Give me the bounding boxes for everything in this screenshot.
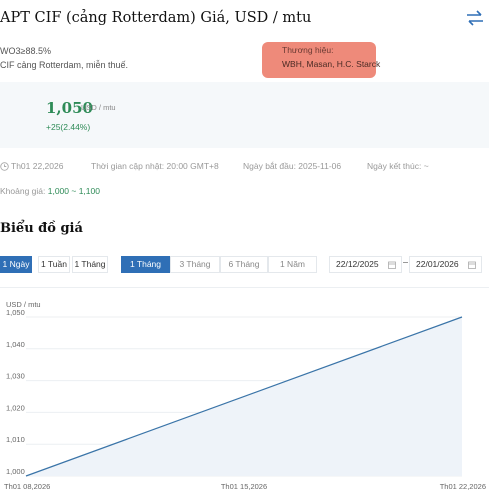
interval-1-day-button[interactable]: 1 Ngày xyxy=(0,256,32,273)
y-axis-label: USD / mtu xyxy=(6,300,41,309)
date-to-input[interactable]: 22/01/2026 xyxy=(409,256,482,273)
calendar-icon xyxy=(468,261,476,269)
meta-row: Th01 22,2026 Thời gian cập nhật: 20:00 G… xyxy=(0,161,489,175)
series-line xyxy=(25,316,463,477)
calendar-icon xyxy=(388,261,396,269)
date-range-separator xyxy=(403,262,408,263)
y-tick-label: 1,010 xyxy=(6,435,25,444)
price-value: 1,050 xyxy=(46,99,93,117)
meta-updated: Thời gian cập nhật: 20:00 GMT+8 xyxy=(91,161,219,171)
period-3-month-button[interactable]: 3 Tháng xyxy=(170,256,220,273)
meta-start: Ngày bắt đầu: 2025-11-06 xyxy=(243,161,342,171)
price-unit: USD / mtu xyxy=(81,103,116,112)
price-chart-svg: 1,000 1,010 1,020 1,030 1,040 1,050 Th01 08,2… xyxy=(4,300,486,491)
y-tick-label: 1,030 xyxy=(6,372,25,381)
brand-label: Thương hiệu: xyxy=(282,45,334,55)
price-chart: 1,000 1,010 1,020 1,030 1,040 1,050 Th01 08,2… xyxy=(0,287,489,500)
y-tick-label: 1,040 xyxy=(6,340,25,349)
date-from-value: 22/12/2025 xyxy=(336,259,379,269)
period-1-month-button[interactable]: 1 Tháng xyxy=(121,256,170,273)
x-tick-label: Th01 15,2026 xyxy=(221,482,267,491)
date-from-input[interactable]: 22/12/2025 xyxy=(329,256,402,273)
chart-section-title: Biểu đồ giá xyxy=(0,221,83,236)
date-to-value: 22/01/2026 xyxy=(416,259,459,269)
y-tick-label: 1,000 xyxy=(6,467,25,476)
x-tick-label: Th01 08,2026 xyxy=(4,482,50,491)
meta-end: Ngày kết thúc: ~ xyxy=(367,161,429,171)
price-range-value: 1,000 ~ 1,100 xyxy=(47,186,100,196)
price-panel: 1,050 USD / mtu +25(2.44%) xyxy=(0,82,489,148)
page-title: APT CIF (cảng Rotterdam) Giá, USD / mtu xyxy=(0,10,312,26)
period-1-year-button[interactable]: 1 Năm xyxy=(268,256,317,273)
swap-arrows-icon[interactable] xyxy=(466,10,484,26)
interval-1-week-button[interactable]: 1 Tuần xyxy=(38,256,70,273)
spec-delivery: CIF cảng Rotterdam, miễn thuế. xyxy=(0,60,129,70)
clock-icon xyxy=(0,162,9,171)
y-tick-label: 1,020 xyxy=(6,403,25,412)
spec-purity: WO3≥88.5% xyxy=(0,46,51,56)
interval-1-month-button[interactable]: 1 Tháng xyxy=(72,256,108,273)
price-range: Khoảng giá: 1,000 ~ 1,100 xyxy=(0,186,100,196)
brand-box: Thương hiệu: WBH, Masan, H.C. Starck xyxy=(262,42,381,78)
period-6-month-button[interactable]: 6 Tháng xyxy=(220,256,268,273)
price-change: +25(2.44%) xyxy=(46,122,91,132)
meta-date: Th01 22,2026 xyxy=(11,161,64,171)
price-range-label: Khoảng giá: xyxy=(0,186,48,196)
x-tick-label: Th01 22,2026 xyxy=(440,482,486,491)
y-tick-label: 1,050 xyxy=(6,308,25,317)
brand-value: WBH, Masan, H.C. Starck xyxy=(282,59,381,69)
